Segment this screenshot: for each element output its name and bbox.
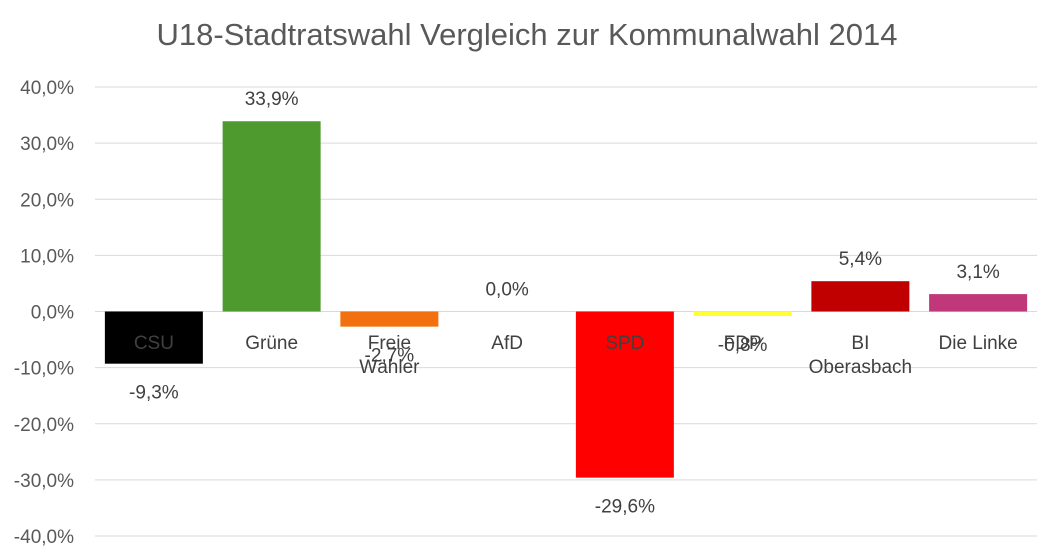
category-label: Freie Wähler bbox=[359, 333, 420, 378]
category-label: Grüne bbox=[245, 333, 298, 354]
data-label: 33,9% bbox=[245, 89, 299, 110]
y-tick-label: -30,0% bbox=[14, 471, 74, 492]
data-labels: -9,3% 33,9% -2,7% 0,0% -29,6% -0,8% 5,4% 3,1% bbox=[129, 89, 1000, 517]
bar bbox=[222, 121, 321, 312]
bars bbox=[104, 121, 1028, 478]
bar bbox=[575, 311, 674, 478]
category-labels: CSU Grüne Freie Wähler AfD SPD FDP BI Oberasbach… bbox=[134, 333, 1018, 378]
bar bbox=[104, 311, 203, 364]
y-tick-label: -40,0% bbox=[14, 527, 74, 548]
data-label: 0,0% bbox=[485, 280, 528, 301]
category-label: FDP bbox=[724, 333, 762, 354]
bar bbox=[929, 294, 1028, 312]
bar bbox=[811, 281, 910, 312]
y-tick-label: -10,0% bbox=[14, 359, 74, 380]
y-tick-label: 30,0% bbox=[20, 134, 74, 155]
bar bbox=[693, 311, 792, 316]
data-label: -2,7% bbox=[365, 346, 415, 367]
y-tick-label: 20,0% bbox=[20, 190, 74, 211]
data-label: 3,1% bbox=[956, 262, 999, 283]
data-label: -9,3% bbox=[129, 383, 179, 404]
y-axis: 40,0% 30,0% 20,0% 10,0% 0,0% -10,0% -20,0% -30,… bbox=[14, 78, 74, 548]
data-label: -0,8% bbox=[718, 335, 768, 356]
data-label: -29,6% bbox=[595, 497, 655, 518]
category-label: BI Oberasbach bbox=[809, 333, 913, 378]
bar bbox=[340, 311, 439, 327]
category-label: AfD bbox=[491, 333, 523, 354]
category-label: CSU bbox=[134, 333, 174, 354]
y-tick-label: 10,0% bbox=[20, 246, 74, 267]
y-tick-label: 40,0% bbox=[20, 78, 74, 99]
data-label: 5,4% bbox=[839, 249, 882, 270]
y-tick-label: 0,0% bbox=[31, 303, 74, 324]
y-tick-label: -20,0% bbox=[14, 415, 74, 436]
chart-title: U18-Stadtratswahl Vergleich zur Kommunal… bbox=[157, 17, 898, 52]
category-label: SPD bbox=[605, 333, 644, 354]
category-label: Die Linke bbox=[939, 333, 1018, 354]
